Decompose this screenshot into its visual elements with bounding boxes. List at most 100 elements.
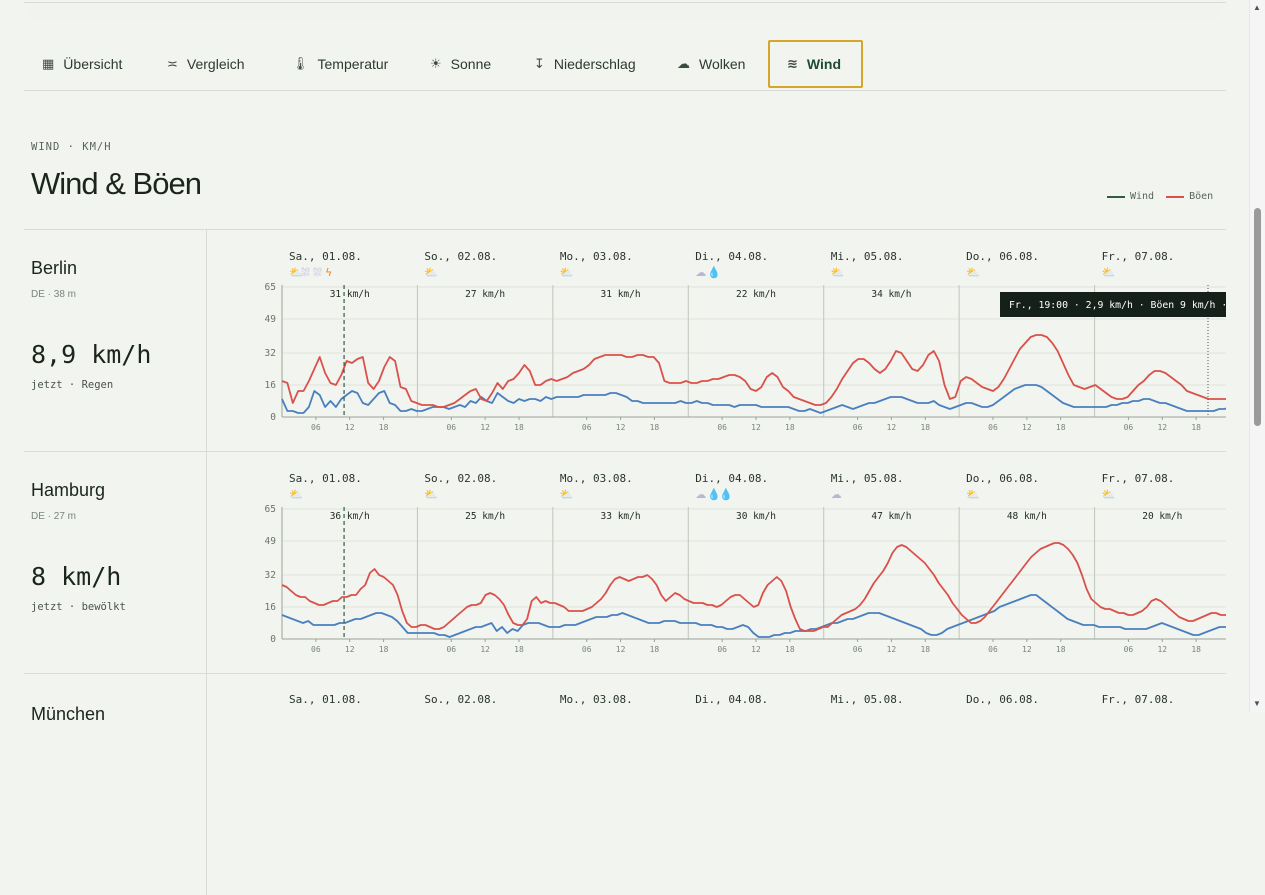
city-row-muenchen: München Sa., 01.08. So., 02.08. Mo., 03.08… [24,673,1226,895]
partly-sunny-icon: ⛅ [966,488,980,501]
day-label: Fr., 07.08. [1102,250,1175,263]
hour-tick-label: 18 [650,645,660,654]
daily-max-label: 27 km/h [465,289,505,300]
y-tick-label: 0 [270,634,276,645]
city-meta: DE · 27 m [31,511,77,522]
city-name: Hamburg [31,480,106,500]
tab-wolken[interactable]: ☁ Wolken [677,40,745,88]
hour-tick-label: 18 [514,423,524,432]
hour-tick-label: 12 [751,423,761,432]
day-label: Di., 04.08. [695,250,768,263]
day-label: Mo., 03.08. [560,472,633,485]
hour-tick-label: 06 [311,423,321,432]
day-label: Mi., 05.08. [831,472,904,485]
current-status: jetzt · Regen [31,379,114,391]
hour-tick-label: 18 [785,645,795,654]
tab-label: Wind [806,56,841,72]
grid-icon: ▦ [42,56,55,72]
scroll-down-icon[interactable]: ▼ [1253,699,1261,708]
partly-sunny-icon: ⛅ [560,488,574,501]
tab-uebersicht[interactable]: ▦ Übersicht [42,40,122,88]
current-wind-speed: 8 km/h [31,562,122,591]
wind-chart-muenchen[interactable]: Sa., 01.08. So., 02.08. Mo., 03.08. Di., 04… [230,674,1226,714]
wind-chart-berlin[interactable]: Sa., 01.08.⛅⛆ ⛆ ϟSo., 02.08.⛅Mo., 03.08.⛅D… [230,230,1226,451]
partly-sunny-icon: ⛅ [560,266,574,279]
hour-tick-label: 18 [1056,423,1066,432]
gust-series-line [281,542,1226,632]
hour-tick-label: 12 [480,423,490,432]
y-tick-label: 0 [270,412,276,423]
cloud-icon: ☁ [695,488,706,501]
tab-label: Sonne [450,56,492,72]
tab-vergleich[interactable]: ≍ Vergleich [167,40,245,88]
day-label: Mo., 03.08. [560,250,633,263]
day-label: Sa., 01.08. [289,250,362,263]
hour-tick-label: 06 [582,423,592,432]
page-scrollbar[interactable]: ▲ ▼ [1249,0,1265,712]
daily-max-label: 36 km/h [330,511,370,522]
hour-tick-label: 18 [1056,645,1066,654]
tab-label: Wolken [699,56,746,72]
gust-series-line [281,334,1226,408]
hour-tick-label: 12 [1022,645,1032,654]
y-tick-label: 16 [265,380,277,391]
y-tick-label: 49 [265,314,277,325]
y-tick-label: 65 [265,504,276,515]
cloud-icon: ☁ [677,56,690,72]
day-label: Sa., 01.08. [289,693,362,706]
y-tick-label: 16 [265,602,277,613]
hour-tick-label: 18 [1191,645,1201,654]
daily-max-label: 47 km/h [871,511,911,522]
hour-tick-label: 12 [1022,423,1032,432]
tab-bar: ▦ Übersicht ≍ Vergleich 🌡 Temperatur ☀ Sonne… [24,38,1226,91]
tab-wind[interactable]: ≋ Wind [768,40,863,88]
tab-sonne[interactable]: ☀ Sonne [430,40,491,88]
hour-tick-label: 06 [1124,423,1134,432]
hour-tick-label: 18 [785,423,795,432]
hour-tick-label: 12 [480,645,490,654]
legend-wind-label: Wind [1130,191,1155,202]
hour-tick-label: 06 [988,423,998,432]
partly-sunny-icon: ⛅ [831,266,845,279]
daily-max-label: 31 km/h [330,289,370,300]
city-name: Berlin [31,258,78,278]
current-wind-speed: 8,9 km/h [31,340,152,369]
hour-tick-label: 06 [717,423,727,432]
daily-max-label: 20 km/h [1142,511,1182,522]
partly-sunny-icon: ⛅ [1102,266,1116,279]
wind-chart-hamburg[interactable]: Sa., 01.08. ⛅ So., 02.08. ⛅ Mo., 03.08. ⛅ Di.,… [230,452,1226,673]
city-summary: Hamburg DE · 27 m 8 km/h jetzt · bewölkt [24,452,207,673]
tab-label: Vergleich [186,56,245,72]
page-title: Wind & Böen [31,166,202,201]
hour-tick-label: 18 [650,423,660,432]
wind-icon: ≋ [787,56,798,72]
tab-niederschlag[interactable]: ↧ Niederschlag [534,40,636,88]
hour-tick-label: 12 [751,645,761,654]
scroll-up-icon[interactable]: ▲ [1253,3,1261,12]
precipitation-icon: ↧ [534,56,545,72]
drop-icon: 💧 [707,488,721,501]
y-tick-label: 32 [265,348,276,359]
hour-tick-label: 06 [853,423,863,432]
partly-sunny-icon: ⛅ [424,488,438,501]
tooltip-box [1000,292,1226,317]
y-tick-label: 49 [265,536,277,547]
previous-card-edge [24,0,1226,3]
compare-icon: ≍ [167,56,178,72]
day-label: So., 02.08. [424,250,497,263]
tab-temperatur[interactable]: 🌡 Temperatur [292,40,388,88]
tooltip-text: Fr., 19:00 · 2,9 km/h · Böen 9 km/h · [1009,300,1226,311]
day-label: Di., 04.08. [695,472,768,485]
daily-max-label: 33 km/h [601,511,641,522]
hour-tick-label: 06 [446,423,456,432]
scroll-thumb[interactable] [1254,208,1261,426]
y-tick-label: 65 [265,282,276,293]
day-label: Sa., 01.08. [289,472,362,485]
day-label: So., 02.08. [424,693,497,706]
hour-tick-label: 18 [920,645,930,654]
current-status: jetzt · bewölkt [31,601,126,613]
y-tick-label: 32 [265,570,276,581]
day-label: Fr., 07.08. [1102,472,1175,485]
legend-wind-swatch [1107,195,1125,198]
daily-max-label: 34 km/h [871,289,911,300]
